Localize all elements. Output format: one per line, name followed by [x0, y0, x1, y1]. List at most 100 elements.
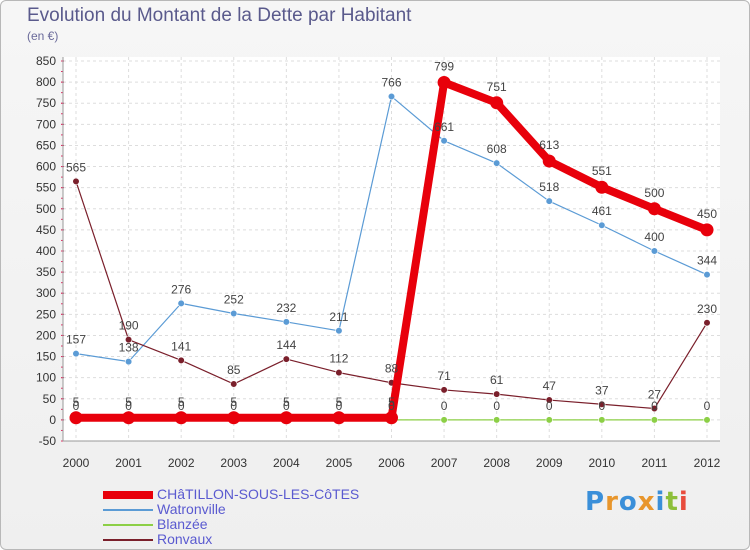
data-point	[227, 411, 241, 425]
data-point	[177, 299, 185, 307]
data-point	[650, 416, 659, 424]
legend-swatch	[103, 509, 153, 512]
data-label: 400	[644, 230, 664, 244]
legend: CHâTILLON-SOUS-LES-CôTES Watronville Bla…	[103, 487, 359, 547]
x-tick-label: 2011	[642, 456, 668, 470]
y-tick-label: 800	[36, 75, 56, 89]
y-tick-label: 50	[43, 392, 57, 406]
data-label: 5	[283, 395, 290, 409]
data-label: 5	[73, 395, 80, 409]
legend-label: Ronvaux	[157, 531, 213, 547]
data-label: 5	[178, 395, 185, 409]
data-label: 157	[66, 333, 86, 347]
proxiti-logo[interactable]: Proxiti	[585, 487, 689, 517]
y-tick-label: 250	[36, 307, 56, 321]
logo-letter: o	[618, 487, 638, 517]
data-point	[387, 92, 396, 101]
data-label: 613	[539, 138, 559, 152]
data-label: 344	[697, 254, 717, 268]
legend-item: CHâTILLON-SOUS-LES-CôTES	[103, 487, 359, 502]
x-tick-label: 2003	[220, 456, 247, 470]
data-label: 276	[171, 282, 191, 296]
data-label: 518	[539, 180, 559, 194]
data-point	[230, 309, 238, 318]
data-point	[122, 411, 136, 425]
legend-item: Watronville	[103, 502, 359, 517]
data-label: 565	[66, 160, 86, 174]
x-tick-label: 2002	[168, 456, 195, 470]
y-tick-label: 400	[36, 244, 56, 258]
y-tick-label: -50	[39, 434, 57, 448]
data-point	[595, 180, 609, 194]
x-tick-label: 2006	[378, 456, 405, 470]
data-label: 5	[125, 395, 132, 409]
data-point	[647, 202, 661, 216]
data-label: 0	[178, 399, 185, 413]
y-tick-label: 750	[36, 96, 56, 110]
data-point	[440, 386, 448, 394]
data-label: 0	[441, 399, 448, 413]
legend-label: Blanzée	[157, 516, 208, 532]
data-label: 138	[119, 341, 139, 355]
data-label: 0	[125, 399, 132, 413]
x-tick-label: 2007	[431, 456, 458, 470]
x-tick-label: 2005	[326, 456, 353, 470]
logo-letter: r	[605, 487, 619, 517]
y-tick-label: 450	[36, 223, 56, 237]
x-tick-label: 2010	[588, 456, 615, 470]
y-tick-label: 550	[36, 181, 56, 195]
y-tick-label: 100	[36, 371, 56, 385]
logo-letter: i	[655, 487, 666, 517]
data-label: 5	[230, 395, 237, 409]
legend-item: Ronvaux	[103, 532, 359, 547]
data-point	[437, 76, 451, 90]
chart-title: Evolution du Montant de la Dette par Hab…	[27, 5, 412, 26]
data-label: 232	[276, 301, 296, 315]
data-label: 230	[697, 302, 717, 316]
data-label: 211	[329, 310, 348, 324]
data-point	[69, 411, 83, 425]
data-label: 0	[651, 399, 658, 413]
data-label: 144	[276, 338, 296, 352]
data-point	[72, 177, 80, 185]
data-point	[279, 411, 293, 425]
data-label: 766	[381, 75, 401, 89]
data-point	[545, 396, 553, 404]
data-label: 461	[592, 204, 612, 218]
data-point	[282, 355, 290, 363]
data-point	[335, 369, 343, 377]
logo-letter: t	[665, 487, 679, 517]
x-tick-label: 2004	[273, 456, 300, 470]
data-point	[650, 247, 659, 255]
data-label: 37	[595, 383, 609, 397]
data-label: 112	[329, 352, 348, 366]
data-label: 799	[434, 60, 454, 74]
data-label: 0	[230, 399, 237, 413]
data-point	[282, 318, 290, 326]
legend-swatch	[103, 524, 153, 527]
data-point	[174, 411, 188, 425]
data-point	[545, 197, 553, 205]
data-point	[335, 327, 343, 335]
x-tick-label: 2009	[536, 456, 563, 470]
data-point	[598, 416, 606, 424]
data-point	[598, 221, 606, 229]
legend-swatch	[103, 539, 153, 542]
data-point	[703, 416, 711, 424]
data-label: 0	[598, 399, 605, 413]
data-point	[493, 390, 501, 398]
data-label: 141	[171, 339, 191, 353]
data-label: 27	[648, 387, 662, 401]
data-label: 0	[336, 399, 343, 413]
y-tick-label: 500	[36, 202, 56, 216]
legend-label: Watronville	[157, 501, 226, 517]
data-point	[542, 154, 556, 168]
x-tick-label: 2000	[63, 456, 90, 470]
data-label: 551	[592, 164, 612, 178]
data-point	[490, 96, 504, 110]
data-label: 47	[543, 379, 557, 393]
data-point	[703, 271, 711, 279]
data-label: 0	[546, 399, 553, 413]
